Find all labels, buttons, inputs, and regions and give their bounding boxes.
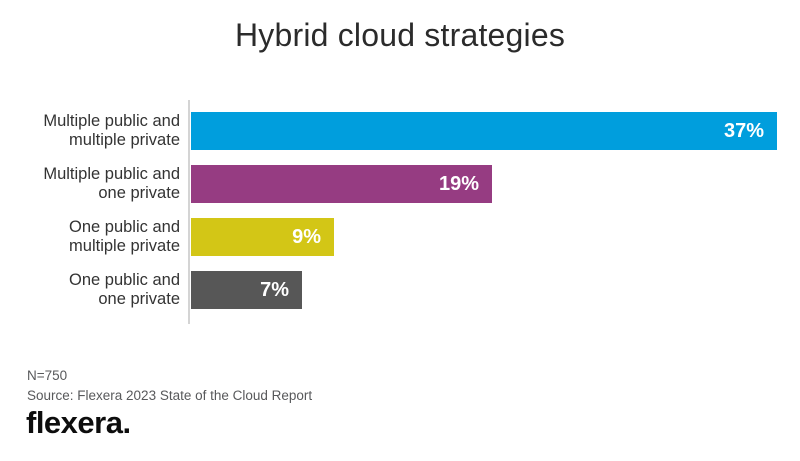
bar-category-label: One public and one private — [69, 271, 180, 308]
bar-category-label: One public and multiple private — [69, 218, 180, 255]
bar-category-label: Multiple public and one private — [43, 165, 180, 202]
bar: 9% — [191, 218, 334, 256]
bar-category-label: Multiple public and multiple private — [43, 112, 180, 149]
chart: Multiple public and multiple private 37% Mu… — [0, 100, 800, 324]
bar-value-label: 19% — [438, 173, 479, 195]
chart-title: Hybrid cloud strategies — [234, 17, 566, 53]
y-axis-line — [188, 100, 190, 324]
flexera-logo: flexera. — [26, 405, 131, 441]
flexera-logo-dot: . — [122, 405, 131, 440]
bar-row: Multiple public and one private 19% — [0, 165, 800, 203]
bar-row: Multiple public and multiple private 37% — [0, 112, 800, 150]
bar: 7% — [191, 271, 302, 309]
bar: 19% — [191, 165, 492, 203]
source-note: Source: Flexera 2023 State of the Cloud … — [27, 388, 313, 403]
bar-value-label: 7% — [260, 279, 289, 301]
bar-value-label: 37% — [723, 120, 764, 142]
flexera-logo-text: flexera — [26, 405, 123, 440]
sample-size-note: N=750 — [27, 368, 68, 383]
bar: 37% — [191, 112, 777, 150]
bar-row: One public and multiple private 9% — [0, 218, 800, 256]
bar-row: One public and one private 7% — [0, 271, 800, 309]
bar-value-label: 9% — [292, 226, 321, 248]
